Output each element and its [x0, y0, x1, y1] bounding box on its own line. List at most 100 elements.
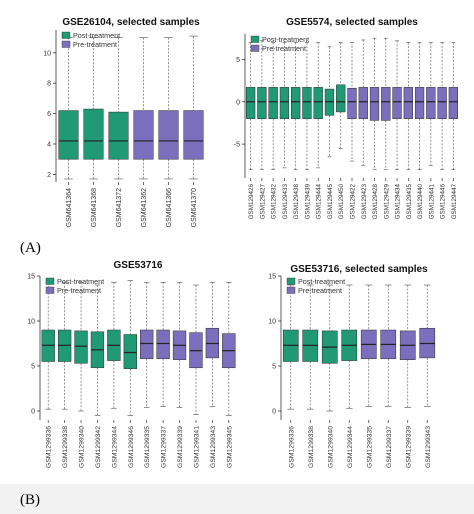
box: [448, 87, 459, 119]
x-tick-label: GSM129441: [428, 184, 435, 220]
x-tick-label: GSM1299346: [128, 426, 135, 468]
y-tick-label: 8: [47, 81, 51, 88]
chart-title: GSE5574, selected samples: [286, 17, 418, 28]
x-tick-label: GSM1299345: [226, 426, 233, 468]
box: [83, 108, 104, 160]
box: [58, 110, 79, 160]
x-tick-label: GSM129440: [417, 184, 424, 220]
box: [437, 87, 447, 119]
x-tick-label: GSM1299343: [210, 426, 217, 468]
figure-caption-band: [0, 484, 474, 514]
x-tick-label: GSM1299343: [425, 426, 432, 468]
box: [74, 330, 88, 364]
x-tick-label: GSM129426: [248, 184, 255, 220]
x-tick-label: GSM129446: [440, 184, 447, 220]
y-tick-label: 15: [268, 274, 276, 281]
x-tick-label: GSM129450: [338, 184, 345, 220]
x-tick-label: GSM129447: [451, 184, 458, 220]
y-tick-label: 6: [47, 111, 51, 118]
chart-title: GSE53716, selected samples: [290, 264, 428, 275]
y-tick-label: 2: [47, 172, 51, 179]
y-tick-label: 10: [43, 50, 51, 57]
x-tick-label: GSM1299341: [193, 426, 200, 468]
box: [403, 87, 413, 119]
box: [347, 87, 357, 119]
x-tick-label: GSM1299336: [46, 426, 53, 468]
y-tick-label: 4: [47, 142, 51, 149]
box: [302, 87, 312, 119]
x-tick-label: GSM129428: [372, 184, 379, 220]
y-tick-label: 5: [31, 364, 35, 371]
x-tick-label: GSM1299336: [288, 426, 295, 468]
box: [158, 110, 179, 160]
x-tick-label: GSM1299335: [144, 426, 151, 468]
box: [156, 329, 170, 360]
legend-label: Pre-treatment: [262, 44, 306, 53]
x-tick-label: GSM641368: [91, 188, 98, 227]
panel-label-a: (A): [20, 240, 41, 256]
x-tick-label: GSM129445: [327, 184, 334, 220]
x-tick-label: GSM129432: [271, 184, 278, 220]
legend-label: Pre-treatment: [298, 286, 342, 295]
box: [245, 87, 256, 119]
x-tick-label: GSM641362: [141, 188, 148, 227]
legend-swatch: [45, 286, 55, 294]
legend-label: Post-treatment: [298, 277, 345, 286]
x-tick-label: GSM129427: [259, 184, 266, 220]
x-tick-label: GSM641364: [66, 188, 73, 227]
panel-label-b: (B): [20, 492, 40, 508]
y-tick-label: -5: [234, 142, 240, 149]
x-tick-label: GSM129435: [406, 184, 413, 220]
box: [392, 87, 402, 119]
x-tick-label: GSM1299339: [177, 426, 184, 468]
box: [291, 87, 301, 119]
chart-title: GSE53716: [114, 260, 163, 271]
x-tick-label: GSM1299340: [327, 426, 334, 468]
x-tick-label: GSM129434: [395, 184, 402, 220]
box: [279, 87, 290, 119]
chart-panel-4: GSE53716, selected samples 0 5 10 15 GSM12993…: [268, 264, 436, 468]
box: [108, 111, 129, 160]
legend-label: Pre-treatment: [57, 286, 101, 295]
y-tick-label: 5: [236, 57, 240, 64]
x-tick-label: GSM1299344: [111, 426, 118, 468]
y-tick-label: 10: [27, 319, 35, 326]
x-tick-label: GSM1299335: [366, 426, 373, 468]
box: [358, 87, 368, 119]
x-tick-label: GSM129429: [383, 184, 390, 220]
box: [140, 329, 154, 360]
box: [426, 87, 436, 119]
chart-panel-3: GSE53716 0 5 10 15 GSM1299336 GSM1299338 GSM129…: [27, 260, 236, 468]
x-tick-label: GSM129433: [282, 184, 289, 220]
y-tick-label: 0: [236, 99, 240, 106]
box: [268, 87, 278, 119]
box: [414, 87, 425, 119]
x-tick-label: GSM1299338: [308, 426, 315, 468]
x-tick-label: GSM1299344: [347, 426, 354, 468]
legend-swatch: [250, 35, 260, 43]
box: [381, 87, 391, 121]
legend-swatch: [250, 44, 260, 52]
x-tick-label: GSM129422: [350, 184, 357, 220]
chart-title: GSE26104, selected samples: [62, 17, 200, 28]
x-tick-label: GSM1299338: [62, 426, 69, 468]
legend-label: Pre-treatment: [73, 40, 117, 49]
box: [336, 84, 346, 113]
chart-panel-2: GSE5574, selected samples -5 0 5 GSM129426 GS…: [234, 17, 459, 220]
legend-label: Post-treatment: [73, 31, 120, 40]
legend-swatch: [286, 277, 296, 285]
y-tick-label: 5: [272, 364, 276, 371]
x-tick-label: GSM129438: [293, 184, 300, 220]
x-tick-label: GSM1299337: [386, 426, 393, 468]
legend-label: Post-treatment: [57, 277, 104, 286]
x-tick-label: GSM1299339: [405, 426, 412, 468]
x-tick-label: GSM641372: [116, 188, 123, 227]
x-tick-label: GSM129439: [304, 184, 311, 220]
legend-label: Post-treatment: [262, 35, 309, 44]
box: [257, 87, 267, 119]
x-tick-label: GSM129444: [316, 184, 323, 220]
x-tick-label: GSM1299337: [161, 426, 168, 468]
legend-swatch: [61, 40, 71, 48]
box: [133, 110, 154, 160]
